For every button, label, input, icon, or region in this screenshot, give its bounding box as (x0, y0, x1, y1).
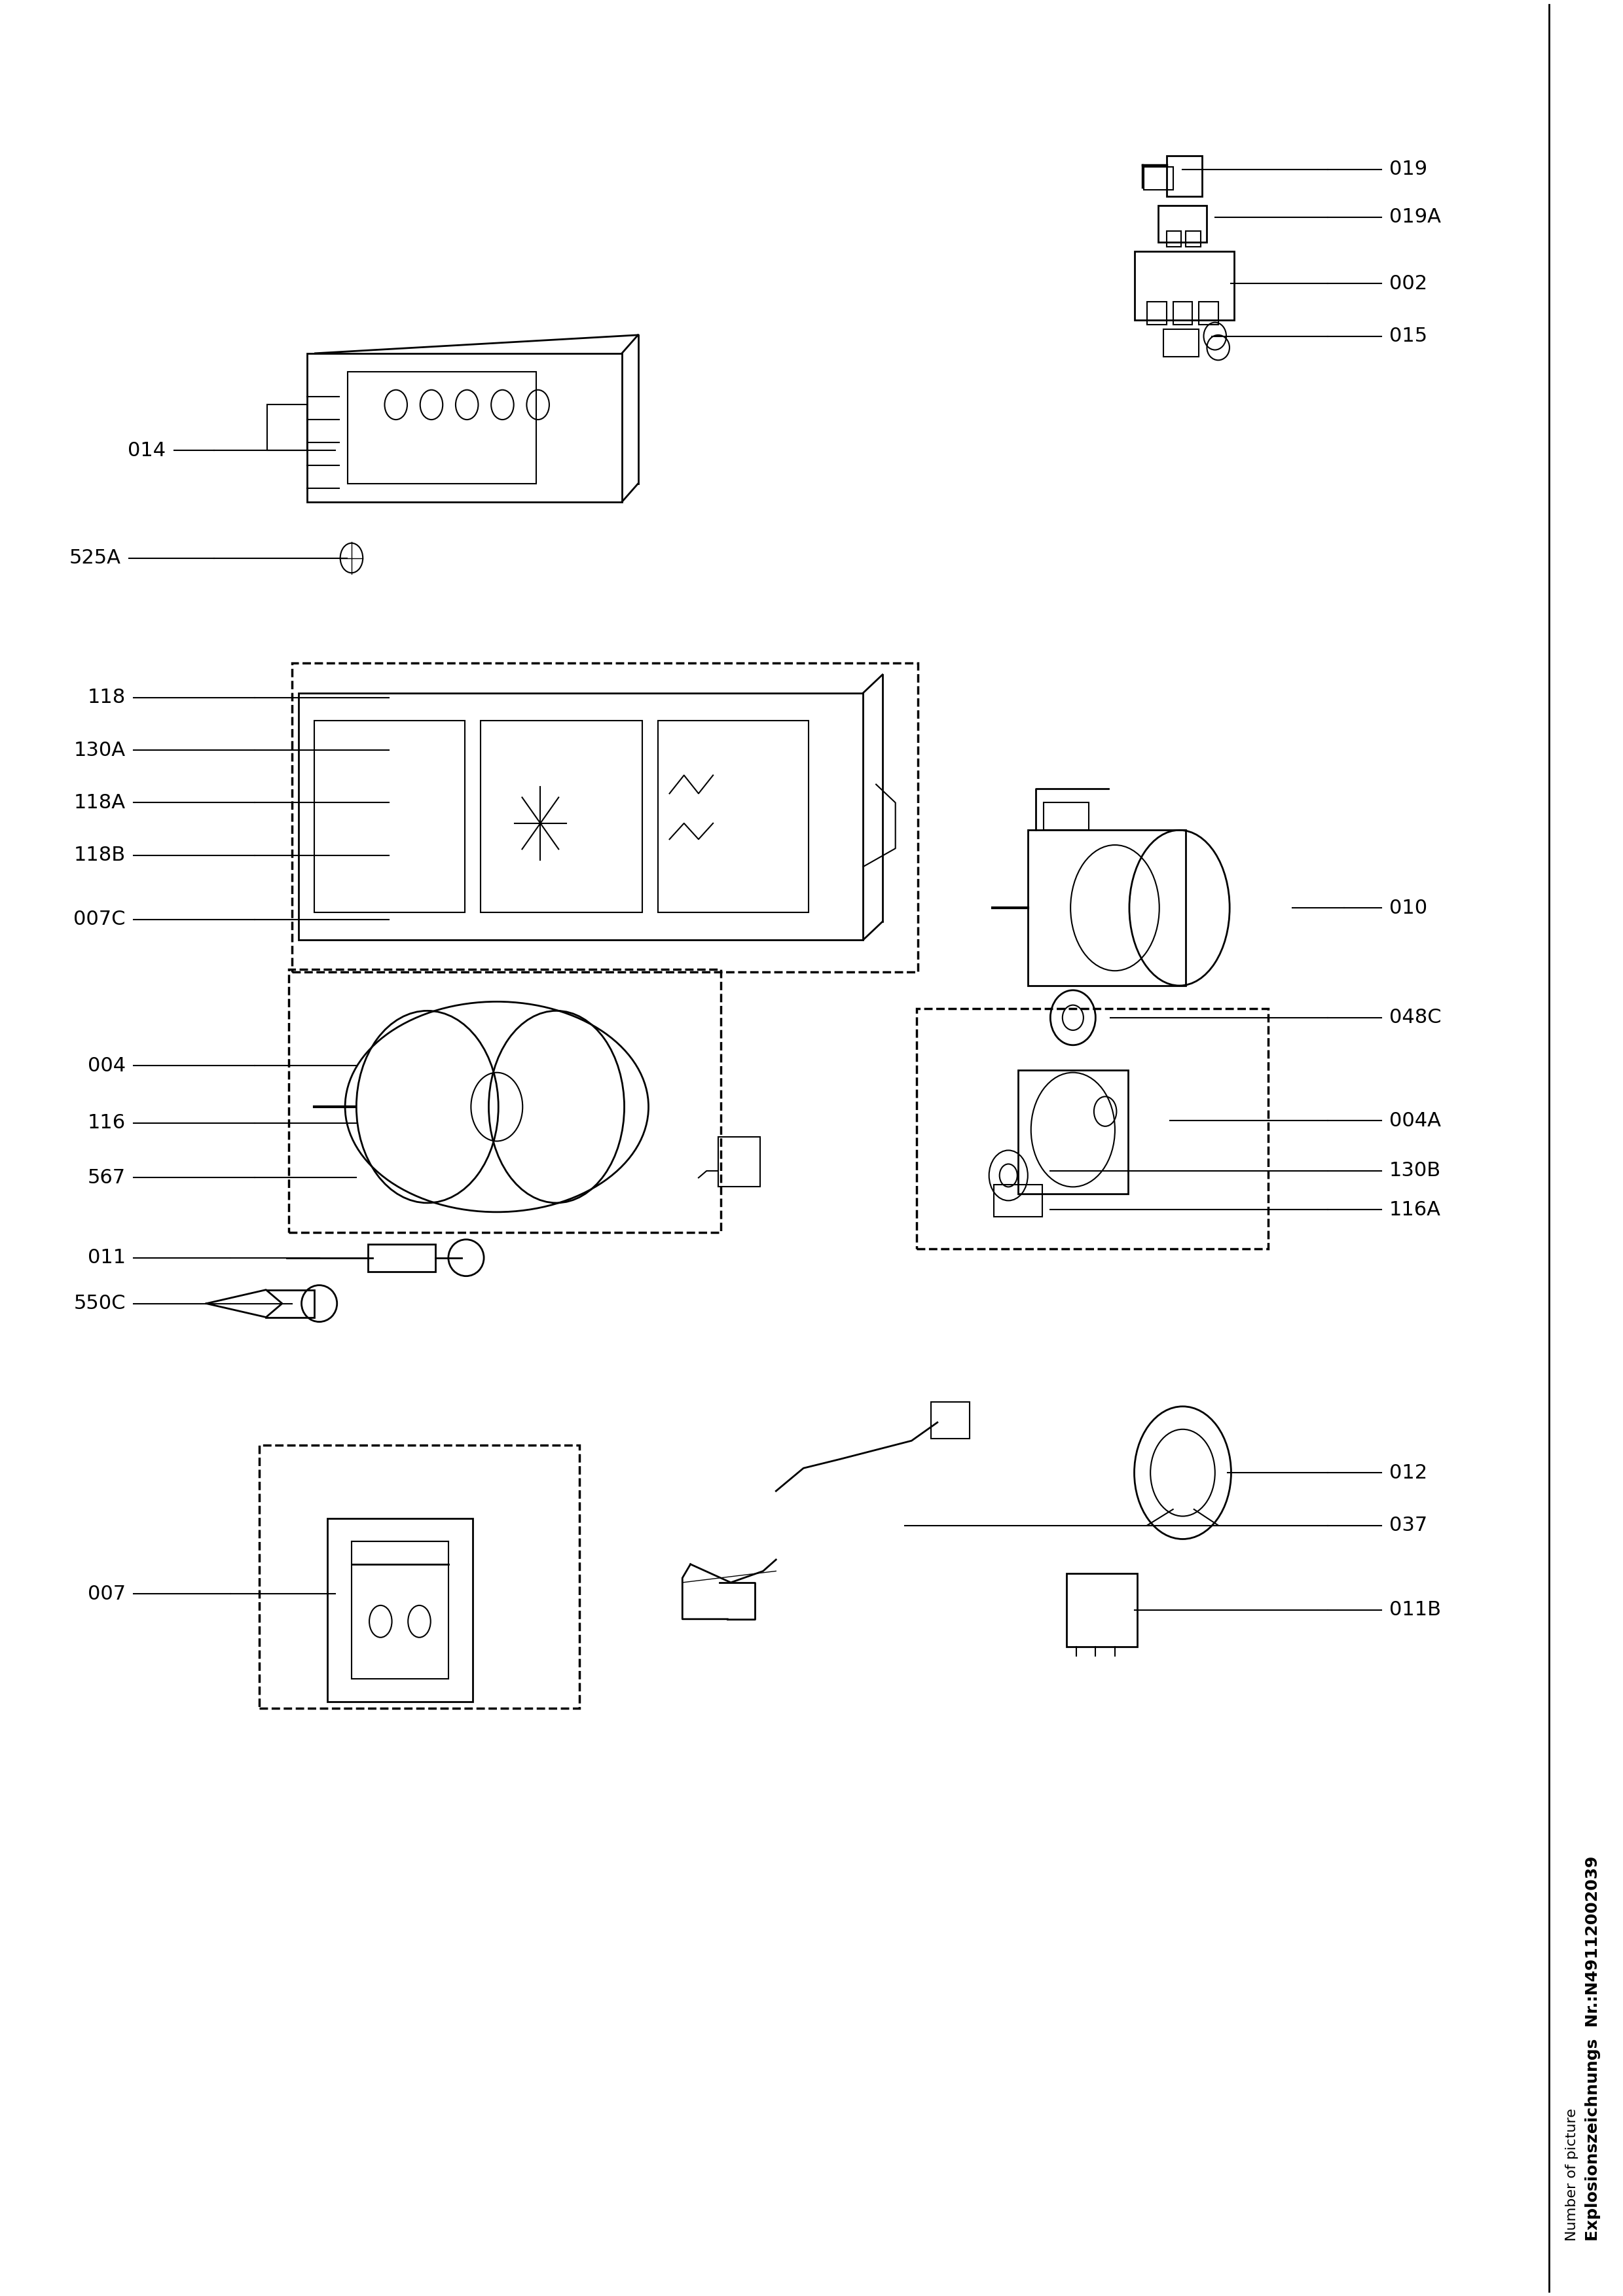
Text: 007C: 007C (73, 909, 125, 930)
Text: 116: 116 (88, 1114, 125, 1132)
Bar (1066, 1573, 1138, 1646)
Text: 525A: 525A (70, 549, 120, 567)
Bar (1199, 301, 1219, 324)
Text: Number of picture: Number of picture (1565, 2108, 1578, 2241)
Text: 130B: 130B (1389, 1162, 1441, 1180)
Text: 116A: 116A (1389, 1201, 1441, 1219)
Text: 130A: 130A (73, 742, 125, 760)
Text: 118B: 118B (73, 845, 125, 866)
Bar (266, 404, 307, 450)
Bar (1167, 156, 1203, 197)
Bar (315, 721, 464, 912)
Bar (1167, 232, 1182, 248)
Bar (1027, 831, 1185, 985)
Bar (993, 1185, 1042, 1217)
Text: 048C: 048C (1389, 1008, 1441, 1026)
Text: 010: 010 (1389, 898, 1427, 918)
Bar (659, 721, 808, 912)
Text: 118: 118 (88, 689, 125, 707)
Bar (1134, 253, 1235, 319)
Polygon shape (206, 1290, 282, 1318)
Text: 037: 037 (1389, 1515, 1427, 1534)
Text: 019A: 019A (1389, 207, 1441, 227)
Bar (480, 721, 643, 912)
Text: 004A: 004A (1389, 1111, 1441, 1130)
Bar (717, 1137, 760, 1187)
Bar (266, 1290, 315, 1318)
Text: 019: 019 (1389, 161, 1427, 179)
Text: 002: 002 (1389, 273, 1427, 294)
Bar (1044, 804, 1089, 831)
Bar (347, 372, 536, 484)
Bar (917, 1008, 1268, 1249)
Text: 012: 012 (1389, 1463, 1427, 1483)
Text: 007: 007 (88, 1584, 125, 1603)
Bar (1147, 301, 1167, 324)
Bar (1159, 207, 1208, 243)
Text: 011B: 011B (1389, 1600, 1441, 1619)
Bar (368, 1244, 435, 1272)
Bar (260, 1444, 579, 1708)
Bar (1018, 1070, 1128, 1194)
Text: Explosionszeichnungs  Nr.:N49112002039: Explosionszeichnungs Nr.:N49112002039 (1584, 1855, 1600, 2241)
Bar (307, 354, 622, 503)
Bar (289, 969, 721, 1233)
Text: 004: 004 (88, 1056, 125, 1075)
Bar (352, 1541, 448, 1678)
Bar (299, 693, 863, 939)
Bar (1144, 168, 1173, 191)
Bar (1186, 232, 1201, 248)
Text: 118A: 118A (73, 792, 125, 813)
Text: 015: 015 (1389, 326, 1427, 347)
Bar (292, 664, 919, 971)
Text: 567: 567 (88, 1169, 125, 1187)
Bar (328, 1518, 472, 1701)
Bar (1164, 328, 1199, 356)
Text: 550C: 550C (73, 1295, 125, 1313)
Bar (932, 1403, 969, 1437)
Text: 014: 014 (128, 441, 166, 459)
Text: 011: 011 (88, 1249, 125, 1267)
Bar (1173, 301, 1193, 324)
